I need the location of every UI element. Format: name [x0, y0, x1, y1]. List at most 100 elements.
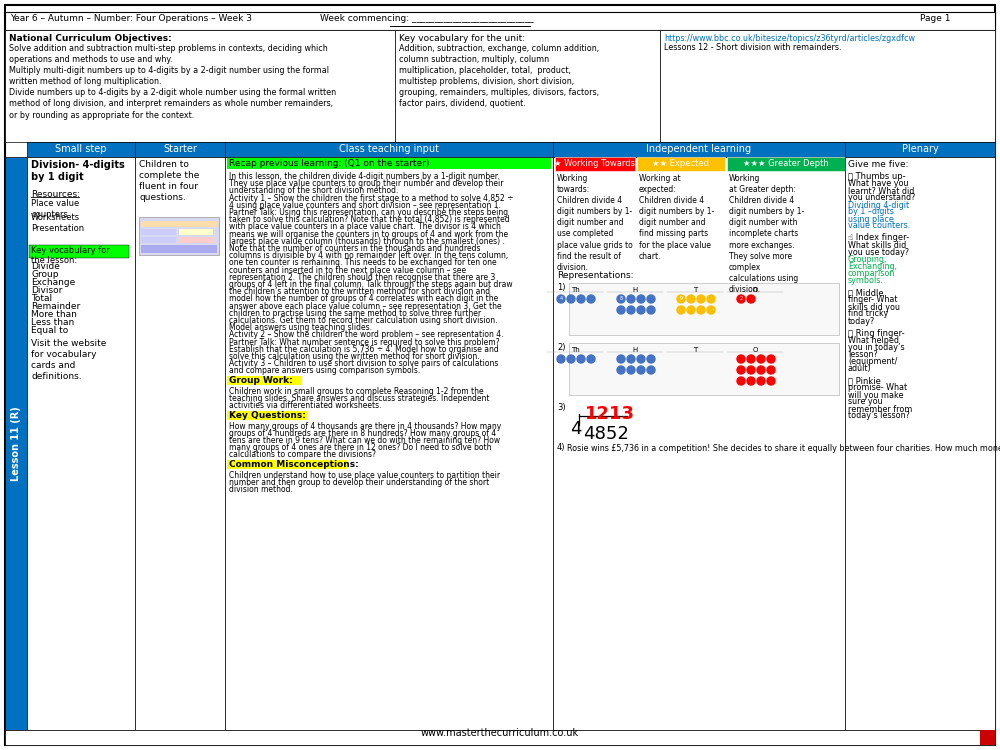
Circle shape	[767, 366, 775, 374]
Text: sure you: sure you	[848, 398, 883, 406]
Text: Year 6 – Autumn – Number: Four Operations – Week 3: Year 6 – Autumn – Number: Four Operation…	[10, 14, 252, 23]
Text: More than: More than	[31, 310, 77, 319]
Text: Visit the website
for vocabulary
cards and
definitions.: Visit the website for vocabulary cards a…	[31, 339, 106, 381]
Text: calculations to compare the divisions?: calculations to compare the divisions?	[229, 449, 376, 458]
Text: Exchange: Exchange	[31, 278, 75, 287]
Bar	[139, 217, 219, 255]
Text: symbols.: symbols.	[848, 276, 884, 285]
Text: Place value
counters: Place value counters	[31, 199, 79, 219]
Text: Divide: Divide	[31, 262, 60, 271]
Bar	[227, 410, 307, 419]
Text: 4: 4	[559, 296, 563, 302]
Bar	[141, 229, 176, 235]
Text: Class teaching input: Class teaching input	[339, 145, 439, 154]
Text: Children work in small groups to complete Reasoning 1-2 from the: Children work in small groups to complet…	[229, 386, 484, 395]
Bar	[395, 30, 660, 142]
Text: Key vocabulary for the unit:: Key vocabulary for the unit:	[399, 34, 525, 43]
Text: (equipment/: (equipment/	[848, 357, 897, 366]
Text: solve this calculation using the written method for short division.: solve this calculation using the written…	[229, 352, 480, 361]
Circle shape	[677, 306, 685, 314]
Text: number and then group to develop their understanding of the short: number and then group to develop their u…	[229, 478, 489, 487]
Text: promise- What: promise- What	[848, 383, 907, 392]
Text: 9: 9	[680, 296, 682, 302]
Bar	[553, 142, 845, 157]
Text: 2: 2	[739, 296, 743, 302]
Circle shape	[737, 355, 745, 363]
Text: children to practise using the same method to solve three further: children to practise using the same meth…	[229, 309, 481, 318]
Text: Lesson 11 (R): Lesson 11 (R)	[11, 406, 21, 481]
Circle shape	[747, 377, 755, 385]
Circle shape	[587, 295, 595, 303]
Circle shape	[637, 306, 645, 314]
Circle shape	[617, 295, 625, 303]
Text: teaching slides. Share answers and discuss strategies. Independent: teaching slides. Share answers and discu…	[229, 394, 490, 403]
Text: 8: 8	[619, 296, 623, 302]
Text: 🤖 Middle: 🤖 Middle	[848, 288, 884, 297]
Text: today’s lesson?: today’s lesson?	[848, 412, 910, 421]
Text: 1213: 1213	[585, 405, 635, 423]
Text: tens are there in 9 tens? What can we do with the remaining ten? How: tens are there in 9 tens? What can we do…	[229, 436, 500, 445]
Text: skills did you: skills did you	[848, 302, 900, 311]
Text: Activity 1 – Show the children the first stage to a method to solve 4,852 ÷: Activity 1 – Show the children the first…	[229, 194, 514, 202]
Circle shape	[767, 355, 775, 363]
Text: O: O	[752, 287, 758, 293]
Text: Worksheets
Presentation: Worksheets Presentation	[31, 213, 84, 233]
Text: finger- What: finger- What	[848, 296, 898, 304]
Text: Week commencing: ___________________________: Week commencing: _______________________…	[320, 14, 534, 23]
Circle shape	[617, 306, 625, 314]
Circle shape	[757, 366, 765, 374]
Text: Page 1: Page 1	[920, 14, 950, 23]
Text: Representations:: Representations:	[557, 271, 634, 280]
Text: 🤟 Pinkie: 🤟 Pinkie	[848, 376, 881, 385]
Text: you use today?: you use today?	[848, 248, 909, 257]
Circle shape	[737, 295, 745, 303]
Text: 2): 2)	[557, 343, 566, 352]
Text: remember from: remember from	[848, 404, 912, 413]
Text: by 1 –digits: by 1 –digits	[848, 208, 894, 217]
Text: model how the number of groups of 4 correlates with each digit in the: model how the number of groups of 4 corr…	[229, 295, 498, 304]
Text: 4852: 4852	[583, 425, 629, 443]
Bar	[845, 157, 995, 730]
Circle shape	[577, 355, 585, 363]
Text: counters and inserted in to the next place value column – see: counters and inserted in to the next pla…	[229, 266, 466, 274]
Circle shape	[627, 306, 635, 314]
Text: comparison: comparison	[848, 269, 895, 278]
Text: you understand?: you understand?	[848, 194, 915, 202]
Text: means we will organise the counters in to groups of 4 and work from the: means we will organise the counters in t…	[229, 230, 508, 238]
Circle shape	[627, 355, 635, 363]
Circle shape	[647, 306, 655, 314]
Circle shape	[677, 295, 685, 303]
Circle shape	[767, 377, 775, 385]
Text: today?: today?	[848, 316, 875, 326]
Text: representation 2. The children should then recognise that there are 3: representation 2. The children should th…	[229, 273, 495, 282]
Circle shape	[577, 295, 585, 303]
Text: calculations. Get them to record their calculation using short division.: calculations. Get them to record their c…	[229, 316, 498, 325]
Circle shape	[557, 355, 565, 363]
Bar	[637, 157, 725, 171]
Text: 4: 4	[570, 420, 582, 438]
Text: Partner Talk: What number sentence is required to solve this problem?: Partner Talk: What number sentence is re…	[229, 338, 500, 346]
Text: and compare answers using comparison symbols.: and compare answers using comparison sym…	[229, 367, 420, 376]
Text: What have you: What have you	[848, 179, 908, 188]
Text: value counters.: value counters.	[848, 221, 910, 230]
Text: ★★★ Greater Depth: ★★★ Greater Depth	[743, 160, 829, 169]
Text: Activity 3 – Children to use short division to solve pairs of calculations: Activity 3 – Children to use short divis…	[229, 359, 498, 368]
Bar	[5, 157, 27, 730]
Text: many groups of 4 ones are there in 12 ones? Do I need to solve both: many groups of 4 ones are there in 12 on…	[229, 442, 492, 452]
Text: www.masterthecurriculum.co.uk: www.masterthecurriculum.co.uk	[421, 728, 579, 738]
Text: Division- 4-digits
by 1 digit: Division- 4-digits by 1 digit	[31, 160, 125, 182]
Circle shape	[737, 366, 745, 374]
Bar	[225, 142, 553, 157]
Text: columns is divisible by 4 with no remainder left over. In the tens column,: columns is divisible by 4 with no remain…	[229, 251, 508, 260]
Text: Key vocabulary for
the lesson:: Key vocabulary for the lesson:	[31, 246, 110, 266]
Circle shape	[637, 295, 645, 303]
Circle shape	[557, 295, 565, 303]
Text: Lessons 12 - Short division with remainders.: Lessons 12 - Short division with remaind…	[664, 43, 842, 52]
Circle shape	[567, 295, 575, 303]
Text: They use place value counters to group their number and develop their: They use place value counters to group t…	[229, 179, 504, 188]
Bar	[227, 460, 347, 469]
Text: Grouping,: Grouping,	[848, 255, 887, 264]
Bar	[980, 730, 995, 745]
Text: Independent learning: Independent learning	[646, 145, 752, 154]
Bar	[227, 158, 551, 169]
